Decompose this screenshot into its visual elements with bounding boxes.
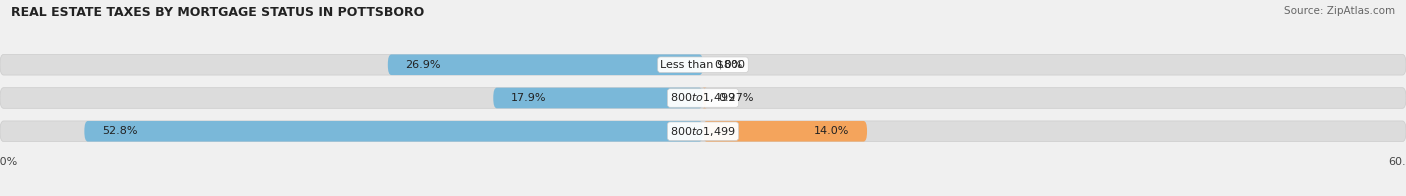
Text: 0.27%: 0.27% bbox=[718, 93, 754, 103]
Text: $800 to $1,499: $800 to $1,499 bbox=[671, 125, 735, 138]
FancyBboxPatch shape bbox=[388, 54, 703, 75]
Legend: Without Mortgage, With Mortgage: Without Mortgage, With Mortgage bbox=[579, 193, 827, 196]
FancyBboxPatch shape bbox=[0, 88, 1406, 108]
Text: Source: ZipAtlas.com: Source: ZipAtlas.com bbox=[1284, 6, 1395, 16]
Text: $800 to $1,499: $800 to $1,499 bbox=[671, 92, 735, 104]
FancyBboxPatch shape bbox=[703, 121, 868, 142]
FancyBboxPatch shape bbox=[494, 88, 703, 108]
FancyBboxPatch shape bbox=[0, 121, 1406, 142]
Text: 0.0%: 0.0% bbox=[714, 60, 742, 70]
FancyBboxPatch shape bbox=[703, 88, 707, 108]
FancyBboxPatch shape bbox=[84, 121, 703, 142]
Text: Less than $800: Less than $800 bbox=[661, 60, 745, 70]
Text: 52.8%: 52.8% bbox=[103, 126, 138, 136]
Text: REAL ESTATE TAXES BY MORTGAGE STATUS IN POTTSBORO: REAL ESTATE TAXES BY MORTGAGE STATUS IN … bbox=[11, 6, 425, 19]
Text: 17.9%: 17.9% bbox=[510, 93, 547, 103]
Text: 26.9%: 26.9% bbox=[405, 60, 441, 70]
Text: 14.0%: 14.0% bbox=[814, 126, 849, 136]
FancyBboxPatch shape bbox=[0, 54, 1406, 75]
